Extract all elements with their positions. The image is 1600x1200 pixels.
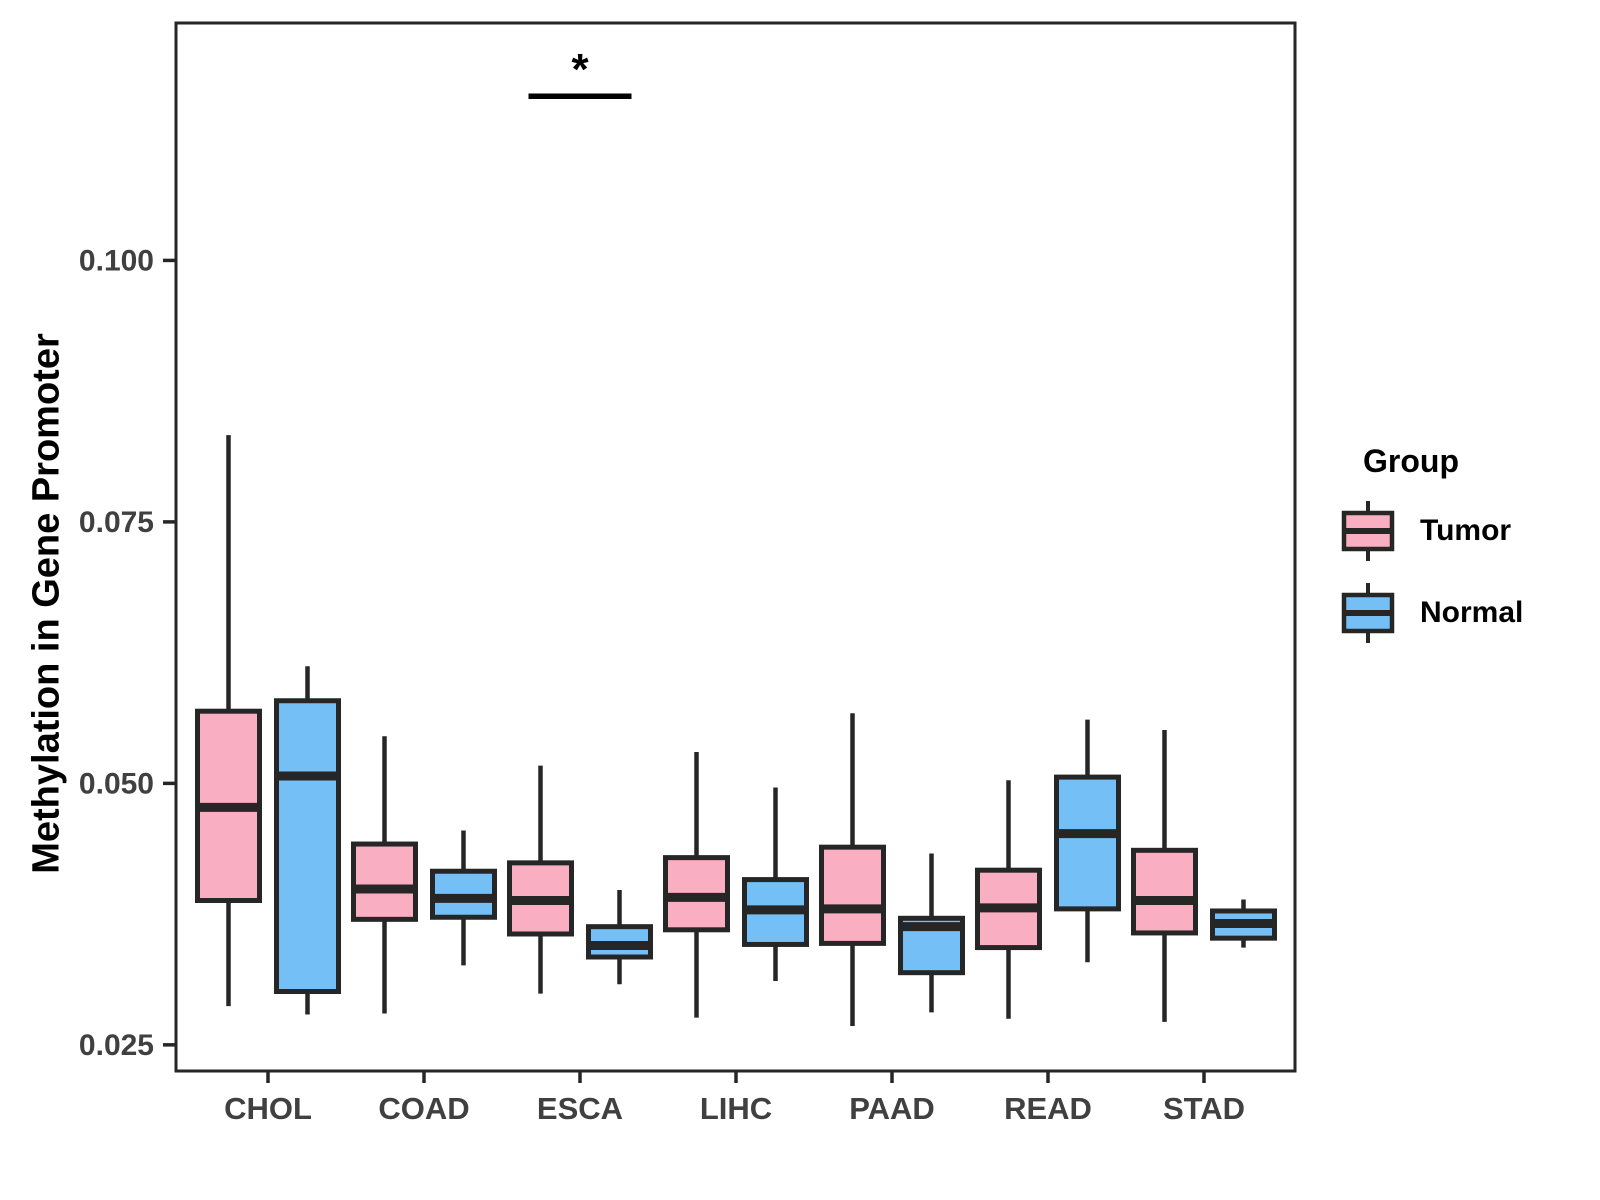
legend-title: Group	[1363, 443, 1459, 479]
box-normal-read	[1054, 719, 1121, 963]
box-normal-coad	[430, 830, 497, 966]
x-tick-label: COAD	[378, 1091, 469, 1126]
normal-boxplot-glyph-icon	[1341, 583, 1395, 643]
x-tick-label: ESCA	[537, 1091, 623, 1126]
box-tumor-read	[975, 780, 1042, 1019]
iqr-box	[1054, 774, 1121, 912]
x-tick-label: LIHC	[700, 1091, 772, 1126]
x-tick-label: READ	[1004, 1091, 1092, 1126]
x-tick-label: STAD	[1163, 1091, 1245, 1126]
box-tumor-coad	[351, 736, 418, 1014]
iqr-box	[1131, 847, 1198, 936]
x-tick-label: CHOL	[224, 1091, 312, 1126]
box-normal-stad	[1210, 899, 1277, 948]
legend-label-normal: Normal	[1420, 596, 1524, 629]
legend-item-normal: Normal	[1340, 582, 1590, 644]
legend: Group Tumor Normal	[1340, 443, 1590, 644]
box-normal-paad	[898, 853, 965, 1013]
box-tumor-esca	[507, 765, 574, 994]
y-tick-label: 0.100	[79, 244, 154, 277]
box-tumor-lihc	[663, 751, 730, 1018]
tumor-boxplot-glyph-icon	[1341, 501, 1395, 561]
box-tumor-paad	[819, 713, 886, 1027]
x-tick-label: PAAD	[849, 1091, 935, 1126]
box-tumor-stad	[1131, 730, 1198, 1022]
significance-star: *	[571, 45, 589, 94]
box-normal-esca	[586, 890, 653, 985]
y-tick-label: 0.075	[79, 506, 154, 539]
iqr-box	[819, 844, 886, 946]
y-axis-title: Methylation in Gene Promoter	[25, 333, 68, 874]
iqr-box	[351, 841, 418, 922]
y-tick-label: 0.025	[79, 1029, 154, 1062]
box-normal-chol	[274, 666, 341, 1015]
y-tick-label: 0.050	[79, 767, 154, 800]
plot-panel	[174, 21, 1297, 1073]
box-normal-lihc	[742, 787, 809, 982]
legend-label-tumor: Tumor	[1420, 514, 1512, 547]
box-tumor-chol	[195, 435, 262, 1007]
legend-item-tumor: Tumor	[1340, 500, 1590, 562]
iqr-box	[274, 698, 341, 995]
